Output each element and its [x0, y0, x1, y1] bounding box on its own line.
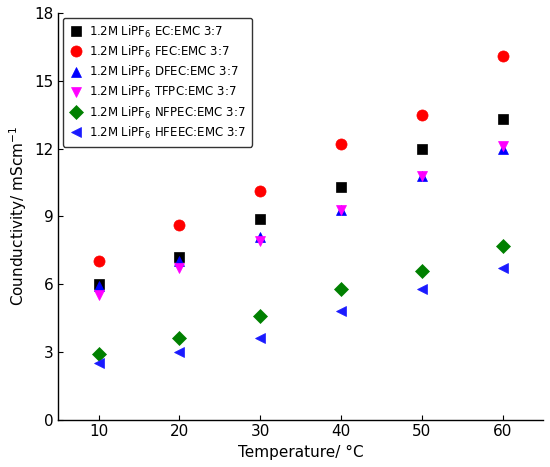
1.2M LiPF$_6$ DFEC:EMC 3:7	[338, 207, 344, 212]
1.2M LiPF$_6$ DFEC:EMC 3:7	[176, 259, 183, 264]
1.2M LiPF$_6$ EC:EMC 3:7	[499, 116, 506, 122]
1.2M LiPF$_6$ FEC:EMC 3:7	[338, 141, 344, 147]
1.2M LiPF$_6$ TFPC:EMC 3:7	[419, 173, 425, 178]
1.2M LiPF$_6$ HFEEC:EMC 3:7	[338, 308, 344, 314]
1.2M LiPF$_6$ TFPC:EMC 3:7	[176, 265, 183, 271]
Legend: 1.2M LiPF$_6$ EC:EMC 3:7, 1.2M LiPF$_6$ FEC:EMC 3:7, 1.2M LiPF$_6$ DFEC:EMC 3:7,: 1.2M LiPF$_6$ EC:EMC 3:7, 1.2M LiPF$_6$ …	[63, 18, 252, 147]
1.2M LiPF$_6$ FEC:EMC 3:7	[257, 189, 263, 194]
Line: 1.2M LiPF$_6$ HFEEC:EMC 3:7: 1.2M LiPF$_6$ HFEEC:EMC 3:7	[94, 263, 508, 368]
1.2M LiPF$_6$ EC:EMC 3:7	[419, 146, 425, 151]
1.2M LiPF$_6$ EC:EMC 3:7	[95, 281, 102, 287]
1.2M LiPF$_6$ FEC:EMC 3:7	[176, 222, 183, 228]
1.2M LiPF$_6$ EC:EMC 3:7	[338, 184, 344, 190]
1.2M LiPF$_6$ NFPEC:EMC 3:7	[95, 351, 102, 357]
1.2M LiPF$_6$ NFPEC:EMC 3:7	[257, 313, 263, 318]
1.2M LiPF$_6$ NFPEC:EMC 3:7	[176, 335, 183, 341]
1.2M LiPF$_6$ NFPEC:EMC 3:7	[499, 243, 506, 248]
Line: 1.2M LiPF$_6$ DFEC:EMC 3:7: 1.2M LiPF$_6$ DFEC:EMC 3:7	[94, 144, 508, 291]
1.2M LiPF$_6$ TFPC:EMC 3:7	[338, 207, 344, 212]
Line: 1.2M LiPF$_6$ EC:EMC 3:7: 1.2M LiPF$_6$ EC:EMC 3:7	[94, 114, 508, 289]
1.2M LiPF$_6$ NFPEC:EMC 3:7	[338, 286, 344, 291]
1.2M LiPF$_6$ NFPEC:EMC 3:7	[419, 268, 425, 273]
1.2M LiPF$_6$ HFEEC:EMC 3:7	[95, 361, 102, 366]
1.2M LiPF$_6$ HFEEC:EMC 3:7	[419, 286, 425, 291]
1.2M LiPF$_6$ DFEC:EMC 3:7	[499, 146, 506, 151]
Line: 1.2M LiPF$_6$ FEC:EMC 3:7: 1.2M LiPF$_6$ FEC:EMC 3:7	[93, 50, 508, 267]
Line: 1.2M LiPF$_6$ NFPEC:EMC 3:7: 1.2M LiPF$_6$ NFPEC:EMC 3:7	[94, 241, 508, 359]
1.2M LiPF$_6$ HFEEC:EMC 3:7	[499, 265, 506, 271]
1.2M LiPF$_6$ DFEC:EMC 3:7	[257, 234, 263, 240]
1.2M LiPF$_6$ FEC:EMC 3:7	[419, 112, 425, 117]
1.2M LiPF$_6$ FEC:EMC 3:7	[95, 259, 102, 264]
1.2M LiPF$_6$ EC:EMC 3:7	[176, 254, 183, 260]
1.2M LiPF$_6$ TFPC:EMC 3:7	[499, 143, 506, 149]
1.2M LiPF$_6$ TFPC:EMC 3:7	[95, 292, 102, 298]
1.2M LiPF$_6$ EC:EMC 3:7	[257, 216, 263, 221]
Y-axis label: Counductivity/ mScm$^{-1}$: Counductivity/ mScm$^{-1}$	[7, 126, 29, 306]
1.2M LiPF$_6$ HFEEC:EMC 3:7	[257, 335, 263, 341]
X-axis label: Temperature/ °C: Temperature/ °C	[238, 445, 364, 460]
1.2M LiPF$_6$ DFEC:EMC 3:7	[95, 283, 102, 289]
1.2M LiPF$_6$ FEC:EMC 3:7	[499, 53, 506, 59]
Line: 1.2M LiPF$_6$ TFPC:EMC 3:7: 1.2M LiPF$_6$ TFPC:EMC 3:7	[94, 142, 508, 300]
1.2M LiPF$_6$ HFEEC:EMC 3:7	[176, 349, 183, 354]
1.2M LiPF$_6$ DFEC:EMC 3:7	[419, 173, 425, 178]
1.2M LiPF$_6$ TFPC:EMC 3:7	[257, 238, 263, 244]
